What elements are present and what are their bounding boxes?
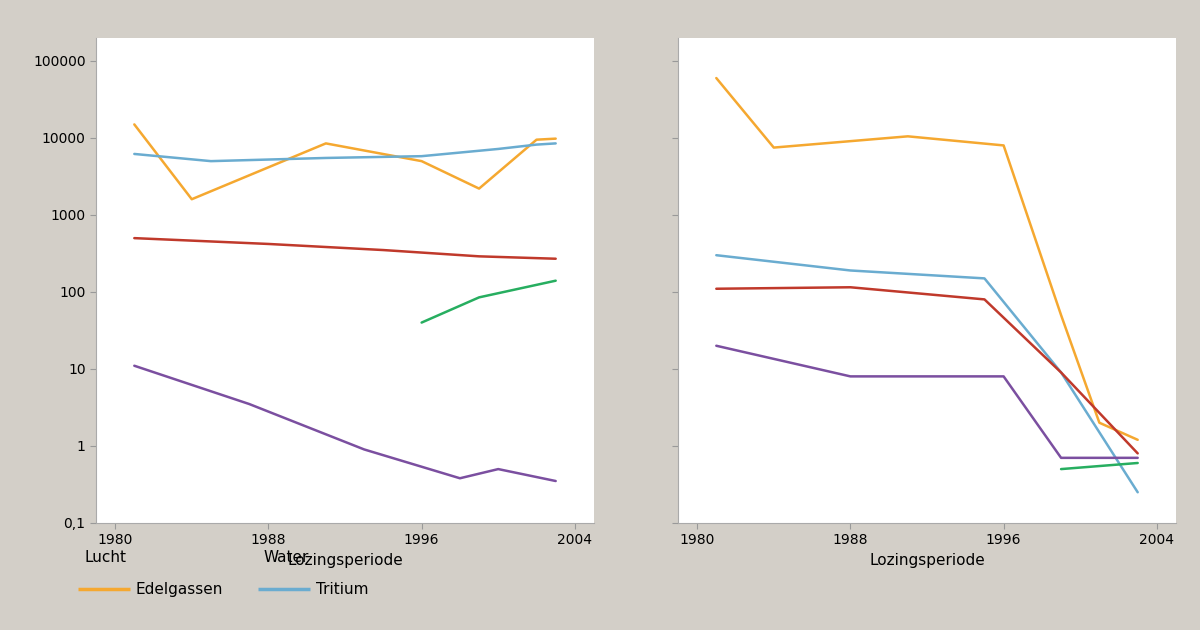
X-axis label: Lozingsperiode: Lozingsperiode (869, 553, 985, 568)
Text: Tritium: Tritium (316, 581, 368, 597)
Text: Edelgassen: Edelgassen (136, 581, 223, 597)
Text: Lucht: Lucht (84, 550, 126, 565)
X-axis label: Lozingsperiode: Lozingsperiode (287, 553, 403, 568)
Text: Water: Water (264, 550, 310, 565)
